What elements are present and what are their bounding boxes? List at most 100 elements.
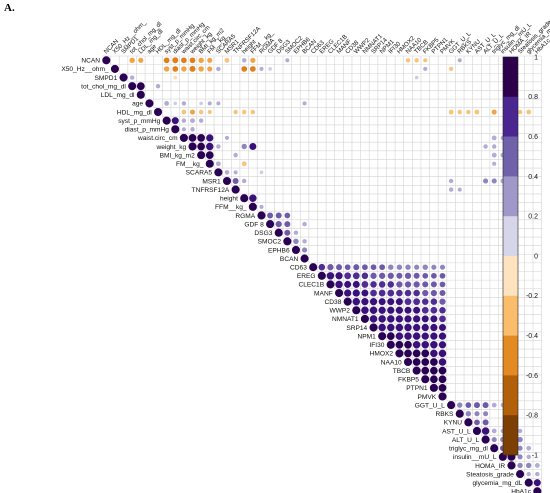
correlation-circle — [284, 221, 291, 228]
diagonal-circle — [266, 220, 275, 229]
correlation-circle — [352, 272, 360, 280]
correlation-circle — [396, 264, 403, 270]
correlation-circle — [387, 306, 395, 314]
correlation-circle — [430, 298, 438, 305]
correlation-circle — [405, 58, 411, 63]
correlation-circle — [326, 272, 335, 280]
row-label: X50_Hz__ohm_ — [61, 66, 109, 73]
correlation-circle — [421, 315, 429, 323]
colorbar-frame — [502, 56, 519, 456]
correlation-circle — [249, 66, 256, 72]
diagonal-circle — [455, 409, 464, 418]
correlation-circle — [396, 281, 403, 288]
diagonal-circle — [343, 297, 352, 306]
correlation-circle — [197, 134, 205, 142]
correlation-circle — [353, 264, 360, 271]
row-label: glycemia_mg_dL — [473, 480, 523, 487]
correlation-circle — [189, 65, 196, 72]
diagonal-circle — [110, 64, 119, 73]
row-label: PTPN1 — [406, 385, 428, 392]
correlation-circle — [302, 221, 307, 227]
correlation-circle — [430, 375, 438, 384]
correlation-circle — [404, 332, 412, 340]
correlation-circle — [413, 306, 421, 314]
correlation-circle — [491, 402, 497, 408]
row-label: GDF 8 — [244, 221, 264, 228]
correlation-circle — [448, 109, 454, 115]
correlation-circle — [302, 101, 307, 106]
correlation-circle — [224, 57, 230, 63]
correlation-circle — [189, 109, 196, 115]
correlation-circle — [233, 152, 238, 158]
correlation-circle — [421, 349, 430, 358]
correlation-circle — [171, 117, 179, 125]
row-label: SCARA5 — [186, 170, 213, 177]
correlation-circle — [335, 280, 343, 289]
row-label: Steatosis_grade — [466, 471, 514, 478]
correlation-circle — [378, 281, 386, 288]
correlation-circle — [198, 109, 204, 115]
row-label: TBCB — [393, 368, 411, 375]
diagonal-circle — [309, 263, 318, 272]
correlation-circle — [138, 57, 144, 63]
correlation-circle — [259, 66, 264, 71]
correlation-circle — [224, 170, 230, 175]
correlation-circle — [413, 272, 420, 279]
correlation-circle — [430, 323, 438, 332]
correlation-circle — [268, 67, 272, 71]
correlation-circle — [491, 428, 497, 434]
colorbar-tick-label: 0.6 — [528, 134, 538, 141]
correlation-circle — [241, 161, 247, 167]
correlation-circle — [481, 427, 490, 435]
correlation-circle — [369, 315, 378, 323]
correlation-circle — [421, 323, 429, 332]
colorbar: 1 0.8 0.6 0.4 0.2 0 -0.2 -0.4 -0.6 -0.8 -1 — [502, 54, 538, 459]
row-label: weight_kg — [155, 144, 186, 151]
correlation-circle — [284, 212, 291, 219]
row-label: RGMA — [235, 213, 255, 220]
correlation-circle — [216, 144, 221, 149]
correlation-circle — [413, 323, 421, 332]
correlation-circle — [517, 454, 523, 460]
colorbar-tick-label: 0 — [534, 253, 538, 260]
correlation-circle — [335, 272, 343, 280]
correlation-circle — [205, 151, 214, 159]
row-label: tot_chol_mg_dl — [81, 83, 126, 90]
diagonal-circle — [378, 332, 387, 341]
correlation-circle — [395, 306, 404, 314]
correlation-circle — [181, 66, 187, 72]
row-label: IFI30 — [369, 342, 384, 349]
correlation-circle — [423, 58, 428, 63]
colorbar-band — [503, 176, 518, 217]
correlation-circle — [378, 289, 386, 297]
row-label: PMVK — [417, 394, 436, 401]
correlation-circle — [361, 272, 369, 280]
colorbar-band — [503, 335, 518, 376]
row-label: BMI_kg_m2 — [160, 152, 196, 159]
correlation-circle — [430, 341, 438, 349]
row-label: NMNAT1 — [332, 316, 359, 323]
correlation-circle — [318, 263, 326, 271]
correlation-circle — [438, 375, 447, 384]
row-label: height — [220, 196, 238, 203]
correlation-circle — [387, 272, 394, 279]
panel-label: A. — [4, 2, 15, 14]
correlation-circle — [163, 57, 170, 64]
row-label: NPM1 — [358, 333, 377, 340]
correlation-circle — [431, 272, 437, 279]
diagonal-circle — [403, 357, 413, 367]
colorbar-tick-label: -0.8 — [526, 413, 538, 420]
correlation-circle — [206, 134, 214, 142]
correlation-circle — [491, 144, 497, 149]
correlation-circle — [474, 419, 480, 426]
correlation-circle — [430, 281, 437, 288]
correlation-circle — [395, 340, 404, 349]
correlation-circle — [293, 230, 299, 235]
row-label: HbA1c — [511, 489, 531, 493]
correlation-circle — [370, 281, 377, 288]
diagonal-circle — [369, 323, 378, 332]
correlation-circle — [422, 281, 429, 288]
diagonal-circle — [136, 90, 145, 99]
correlation-circle — [388, 264, 394, 270]
